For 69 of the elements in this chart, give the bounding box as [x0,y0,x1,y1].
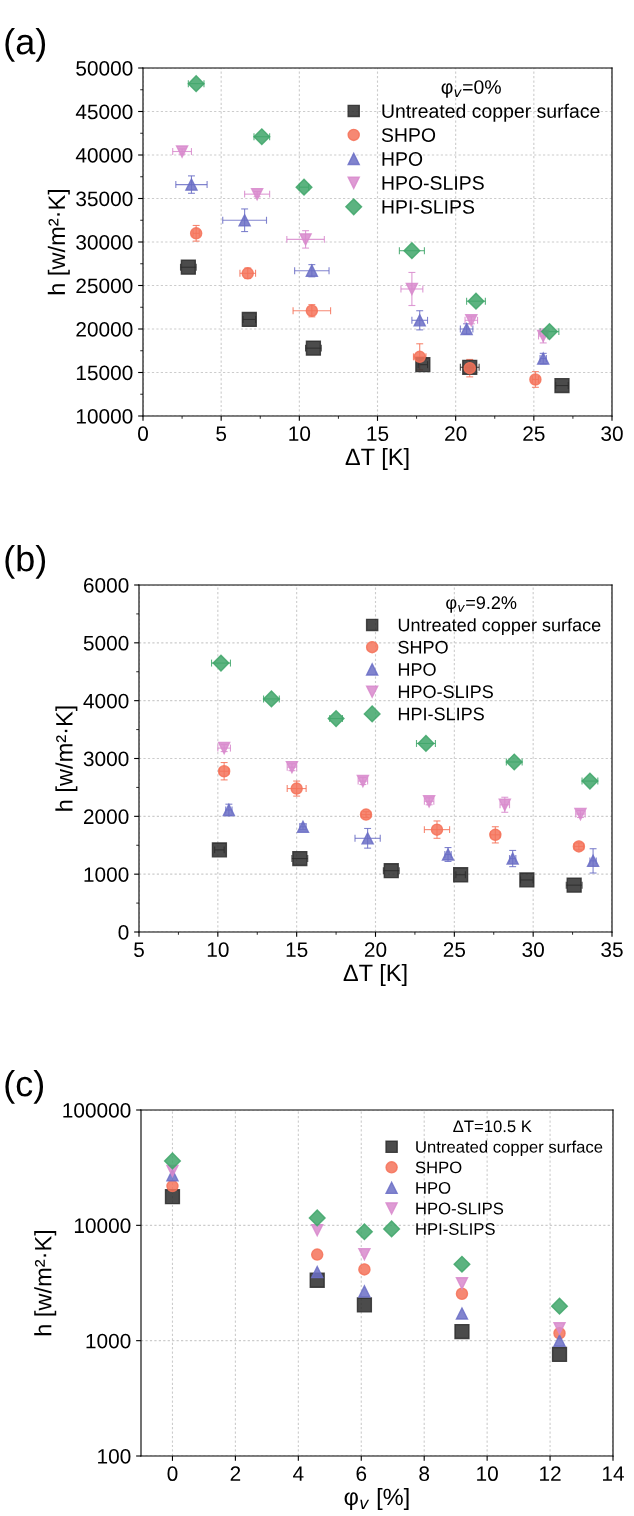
y-tick-label: 4000 [83,693,129,709]
x-tick-label: 6 [356,1466,367,1482]
x-tick-label: 15 [367,426,389,442]
x-tick-label: 0 [167,1466,178,1482]
legend-title: φ$_{v}$=0% [441,80,501,98]
legend-label: Untreated copper surface [398,618,601,635]
x-tick-label: 12 [540,1466,561,1481]
x-tick-label: 25 [443,942,466,958]
y-axis-title: h [w/m²·K] [55,706,78,811]
y-axis-title: h [w/m²·K] [47,189,70,295]
x-tick-label: 10 [207,942,229,958]
x-axis-title: φ$_{v}$ [%] [344,1487,409,1510]
chart-title: (a) [5,28,46,62]
y-tick-label: 0 [118,925,129,940]
y-tick-label: 1000 [86,1333,131,1349]
y-tick-label: 40000 [75,148,133,163]
x-tick-label: 4 [293,1466,304,1481]
y-tick-label: 10000 [76,409,133,424]
legend-label: HPO-SLIPS [398,685,493,699]
legend-title: ΔT=10.5 K [453,1120,532,1133]
y-tick-label: 6000 [83,578,129,593]
y-tick-label: 20000 [76,322,133,337]
x-tick-label: 30 [522,942,544,958]
legend-label: HPI-SLIPS [382,200,475,214]
x-tick-label: 0 [138,426,148,442]
legend-label: Untreated copper surface [382,103,600,122]
x-tick-label: 10 [289,426,311,442]
legend-label: HPI-SLIPS [398,707,484,721]
x-tick-label: 5 [134,942,144,958]
x-tick-label: 15 [286,942,308,958]
legend-title: φ$_{v}$=9.2% [446,596,517,613]
x-axis-title: ΔT [K] [345,447,409,470]
y-tick-label: 35000 [76,191,133,207]
x-tick-label: 10 [477,1466,498,1482]
y-tick-label: 25000 [76,278,133,294]
x-tick-label: 35 [601,942,623,958]
y-tick-label: 5000 [83,635,129,651]
x-tick-label: 5 [216,426,227,442]
y-tick-label: 30000 [76,235,133,250]
legend-label: HPO [398,663,436,676]
chart-title: (b) [5,545,46,579]
y-tick-label: 1000 [84,867,129,882]
y-tick-label: 3000 [83,751,129,767]
y-axis-title: h [w/m²·K] [34,1230,57,1336]
y-tick-label: 45000 [75,104,133,120]
chart-title: (c) [5,1070,44,1104]
x-tick-label: 20 [445,426,467,442]
x-tick-label: 25 [523,426,545,442]
x-tick-label: 8 [419,1466,430,1482]
legend-label: HPO [416,1182,451,1194]
y-tick-label: 50000 [76,61,133,76]
y-tick-label: 100 [98,1449,131,1464]
x-tick-label: 30 [601,426,623,442]
x-tick-label: 14 [603,1466,624,1481]
legend-label: SHPO [398,640,448,654]
legend-label: SHPO [415,1161,462,1174]
x-tick-label: 2 [230,1466,241,1481]
y-tick-label: 15000 [76,365,133,381]
x-axis-title: ΔT [K] [343,963,407,986]
legend-label: HPO-SLIPS [382,176,484,190]
legend-label: SHPO [381,128,436,142]
y-tick-label: 2000 [83,809,129,825]
legend-label: HPO-SLIPS [416,1202,504,1215]
legend-label: Untreated copper surface [416,1140,603,1157]
legend-label: HPO [382,152,423,166]
x-tick-label: 20 [364,942,387,958]
y-tick-label: 10000 [74,1218,131,1234]
legend-label: HPI-SLIPS [416,1223,495,1235]
y-tick-label: 100000 [63,1103,131,1118]
